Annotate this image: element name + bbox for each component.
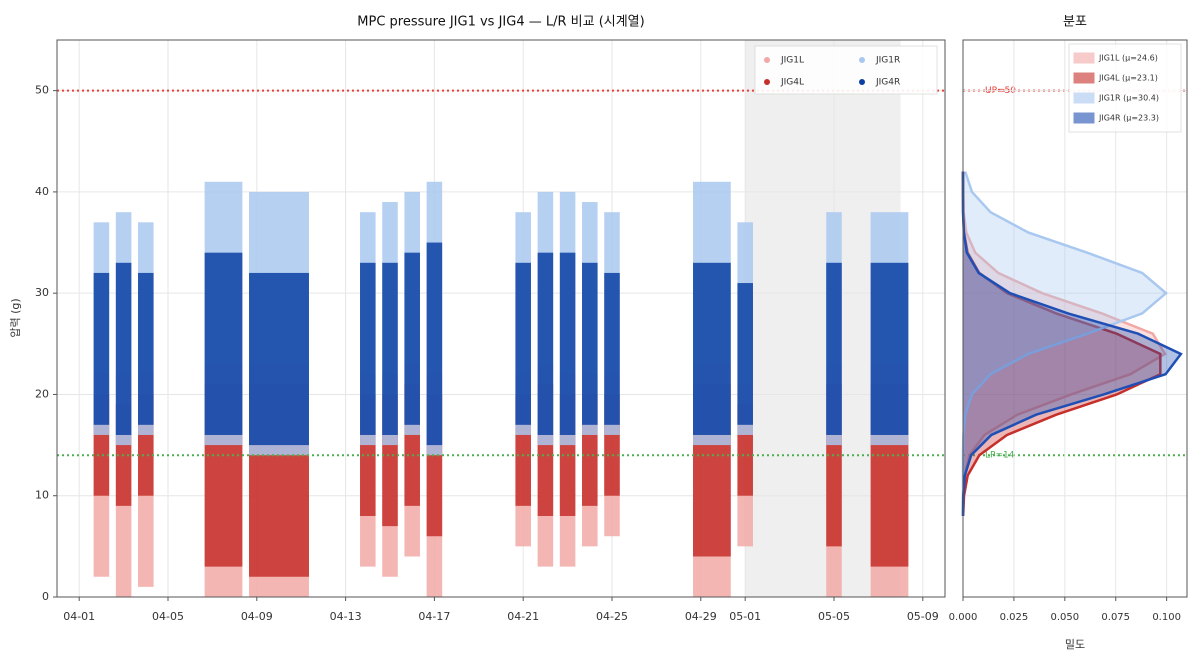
density-area — [963, 171, 1166, 516]
strip — [404, 252, 420, 425]
density-area — [963, 171, 1181, 516]
y-tick-label: 30 — [35, 286, 49, 299]
legend-marker — [859, 57, 865, 63]
legend-label: JIG1L (μ=24.6) — [1098, 54, 1158, 63]
x-tick-label: 04-21 — [507, 610, 539, 623]
chart-title: MPC pressure JIG1 vs JIG4 — L/R 비교 (시계열) — [357, 15, 644, 30]
strip — [360, 262, 376, 435]
x-tick-label: 0.025 — [1000, 612, 1029, 623]
x-tick-label: 04-05 — [152, 610, 184, 623]
x-tick-label: 04-09 — [241, 610, 273, 623]
legend-label: JIG1R (μ=30.4) — [1098, 94, 1159, 103]
strip — [870, 262, 909, 435]
legend-label: JIG4R (μ=23.3) — [1098, 114, 1159, 123]
x-tick-label: 05-01 — [729, 610, 761, 623]
density-line — [961, 171, 1183, 516]
legend-marker — [1073, 72, 1095, 84]
x-tick-label: 04-17 — [418, 610, 450, 623]
y-tick-label: 20 — [35, 387, 49, 400]
legend-marker — [764, 57, 770, 63]
y-tick-label: 10 — [35, 489, 49, 502]
density-title: 분포 — [1063, 15, 1087, 30]
strip — [693, 262, 731, 435]
legend-label: JIG4L (μ=23.1) — [1098, 74, 1158, 83]
strip — [737, 283, 753, 425]
strip — [115, 262, 132, 435]
strip — [204, 252, 243, 435]
legend-label: JIG1R — [875, 56, 900, 66]
legend-marker — [859, 79, 865, 85]
legend-marker — [1073, 112, 1095, 124]
x-tick-label: 04-25 — [596, 610, 628, 623]
y-tick-label: 50 — [35, 84, 49, 97]
legend-label: JIG4R — [875, 78, 900, 88]
x-tick-label: 05-09 — [907, 610, 939, 623]
legend-marker — [1073, 92, 1095, 104]
x-tick-label: 0.000 — [949, 612, 978, 623]
strip — [138, 272, 154, 425]
density-area — [963, 171, 1161, 516]
strip — [382, 262, 398, 435]
strip — [93, 272, 110, 425]
strip — [604, 272, 620, 425]
legend-marker — [764, 79, 770, 85]
x-tick-label: 04-13 — [330, 610, 362, 623]
y-tick-label: 40 — [35, 185, 49, 198]
strip — [582, 262, 598, 425]
strip — [559, 252, 576, 435]
legend-label: JIG1L — [780, 56, 804, 66]
y-tick-label: 0 — [42, 590, 49, 603]
strip — [515, 262, 531, 425]
density-area — [963, 171, 1167, 516]
x-tick-label: 04-01 — [63, 610, 95, 623]
x-tick-label: 0.050 — [1050, 612, 1079, 623]
x-axis-label: 밀도 — [1065, 638, 1085, 651]
strip — [537, 252, 554, 435]
strip — [826, 262, 842, 435]
legend-label: JIG4L — [780, 78, 804, 88]
frame — [962, 39, 1188, 598]
x-tick-label: 05-05 — [818, 610, 850, 623]
legend-marker — [1073, 52, 1095, 64]
strip — [426, 242, 443, 446]
y-axis-label: 압력 (g) — [9, 298, 22, 337]
x-tick-label: 0.100 — [1152, 612, 1181, 623]
legend-box — [754, 45, 938, 95]
frame — [56, 39, 946, 598]
strip — [249, 272, 309, 446]
reference-label: LP=14 — [985, 451, 1015, 461]
x-tick-label: 04-29 — [685, 610, 717, 623]
x-tick-label: 0.075 — [1101, 612, 1130, 623]
